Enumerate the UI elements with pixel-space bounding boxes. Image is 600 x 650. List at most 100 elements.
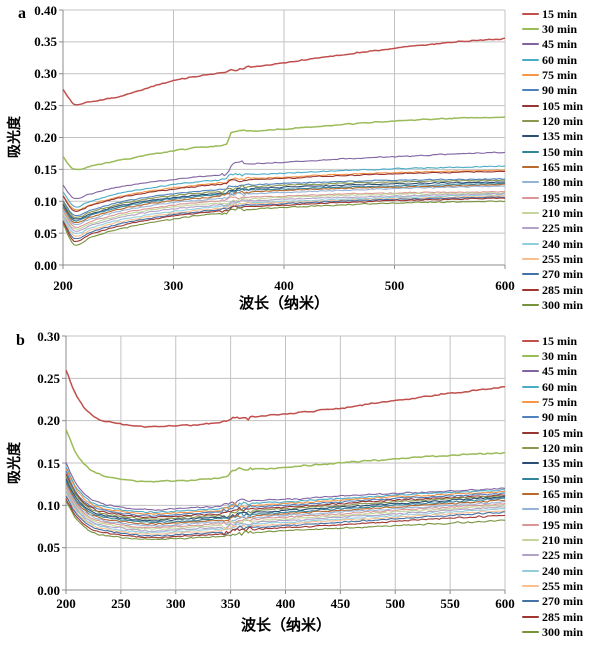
legend-line-icon — [522, 135, 539, 138]
series-curve-180-min — [65, 484, 506, 527]
legend-line-icon — [522, 339, 539, 342]
legend-line-icon — [522, 554, 539, 557]
legend-label: 120 min — [542, 113, 584, 128]
plot-area-b — [62, 335, 506, 594]
legend-item: 270 min — [522, 594, 583, 609]
legend-item: 210 min — [522, 206, 583, 221]
x-tick-label: 600 — [495, 596, 515, 611]
legend-item: 300 min — [522, 625, 583, 640]
y-tick-label: 0.25 — [34, 98, 57, 114]
panel-a: a 吸光度 0.40 0.35 0.30 0.25 0.20 0.15 0.10 0.05 0.… — [0, 0, 600, 322]
legend-label: 60 min — [542, 379, 578, 394]
legend-line-icon — [522, 631, 539, 634]
legend-label: 300 min — [542, 625, 584, 640]
series-curve-75-min — [62, 169, 506, 211]
legend-label: 240 min — [542, 563, 584, 578]
x-tick-label: 200 — [53, 278, 73, 293]
series-curve-30-min — [62, 116, 506, 171]
y-tick-label: 0.30 — [34, 66, 57, 82]
series-curve-285-min — [62, 197, 506, 243]
legend-label: 165 min — [542, 160, 584, 174]
series-curve-195-min — [65, 487, 506, 529]
legend-line-icon — [522, 493, 539, 495]
legend-item: 195 min — [522, 190, 583, 205]
legend-line-icon — [522, 27, 539, 30]
legend-label: 270 min — [542, 267, 584, 282]
series-curve-60-min — [65, 466, 506, 514]
legend-line-icon — [522, 212, 539, 215]
series-curve-120-min — [65, 475, 506, 520]
legend-item: 105 min — [522, 425, 583, 440]
legend-label: 120 min — [542, 440, 584, 455]
legend-label: 75 min — [542, 67, 578, 82]
legend-item: 30 min — [522, 21, 577, 36]
series-curve-135-min — [62, 181, 506, 220]
series-curve-225-min — [62, 192, 506, 232]
legend-line-icon — [522, 446, 539, 449]
legend-item: 180 min — [522, 175, 583, 190]
legend-label: 45 min — [542, 37, 578, 52]
legend-item: 150 min — [522, 471, 583, 486]
y-tick-label: 0.10 — [34, 193, 57, 209]
legend-label: 90 min — [542, 410, 578, 425]
legend-line-icon — [522, 242, 539, 245]
legend-line-icon — [522, 288, 539, 291]
legend-label: 195 min — [542, 190, 584, 205]
panel-b-letter: b — [16, 332, 25, 349]
legend-item: 180 min — [522, 502, 583, 517]
legend-label: 225 min — [542, 548, 584, 563]
y-tick-label: 0.20 — [34, 130, 57, 145]
legend-label: 30 min — [542, 348, 578, 363]
legend-item: 210 min — [522, 533, 583, 548]
legend-item: 240 min — [522, 236, 583, 251]
x-tick-label: 550 — [440, 596, 460, 611]
series-curve-150-min — [65, 480, 506, 524]
legend-line-icon — [522, 431, 539, 434]
legend-label: 195 min — [542, 517, 584, 532]
legend-label: 45 min — [542, 364, 578, 379]
legend-item: 75 min — [522, 394, 577, 409]
legend-item: 60 min — [522, 379, 577, 394]
y-tick-label: 0.35 — [34, 34, 57, 50]
legend-line-icon — [522, 104, 539, 107]
series-curve-45-min — [65, 462, 506, 511]
series-curve-270-min — [62, 196, 506, 240]
series-curve-195-min — [62, 191, 506, 228]
legend-line-icon — [522, 370, 539, 373]
series-curve-105-min — [62, 170, 506, 213]
legend-item: 195 min — [522, 517, 583, 532]
legend-item: 90 min — [522, 83, 577, 98]
legend-label: 30 min — [542, 21, 578, 36]
legend-line-icon — [522, 569, 539, 572]
legend-label: 225 min — [542, 221, 584, 236]
series-curve-210-min — [62, 192, 506, 230]
legend-item: 30 min — [522, 348, 577, 363]
legend-label: 255 min — [542, 579, 584, 594]
legend-item: 135 min — [522, 456, 583, 471]
series-curve-180-min — [62, 185, 506, 226]
legend-line-icon — [522, 43, 539, 46]
legend-line-icon — [522, 477, 539, 480]
legend-item: 225 min — [522, 548, 583, 563]
series-curve-165-min — [62, 183, 506, 224]
x-axis-title-b: 波长（纳米） — [240, 618, 331, 634]
legend-line-icon — [522, 585, 539, 588]
y-tick-label: 0.05 — [34, 225, 57, 241]
legend-line-icon — [522, 58, 539, 61]
legend-label: 210 min — [542, 206, 584, 221]
legend-label: 150 min — [542, 144, 584, 159]
legend-label: 90 min — [542, 83, 578, 98]
legend-line-icon — [522, 196, 539, 199]
legend-item: 45 min — [522, 364, 577, 379]
legend-line-icon — [522, 150, 539, 153]
series-curve-255-min — [65, 494, 505, 535]
x-tick-label: 300 — [163, 278, 184, 293]
legend-line-icon — [522, 304, 539, 307]
x-tick-label: 600 — [495, 278, 515, 293]
legend-label: 210 min — [542, 533, 584, 548]
legend-item: 300 min — [522, 298, 583, 313]
legend-item: 240 min — [522, 563, 583, 578]
legend-item: 105 min — [522, 98, 583, 113]
legend-item: 255 min — [522, 252, 583, 267]
x-tick-label: 350 — [220, 596, 241, 611]
